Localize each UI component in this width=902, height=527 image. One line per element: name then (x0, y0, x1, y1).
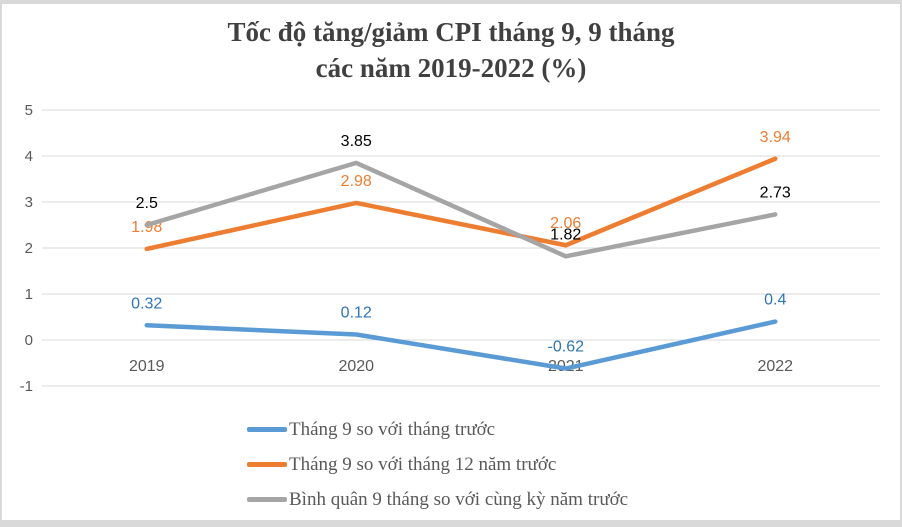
legend-item-thang9-so-thang-truoc: Tháng 9 so với tháng trước (247, 412, 628, 447)
data-label: 0.32 (131, 295, 162, 312)
legend-line-swatch-gray (247, 497, 287, 502)
y-axis-tick-label: 2 (25, 240, 33, 257)
y-axis-tick-label: -1 (20, 378, 33, 395)
legend-item-thang9-so-thang12: Tháng 9 so với tháng 12 năm trước (247, 447, 628, 482)
chart-title-line1: Tốc độ tăng/giảm CPI tháng 9, 9 tháng (227, 17, 675, 47)
data-label: 3.85 (341, 133, 372, 150)
data-label: 2.06 (550, 215, 581, 232)
y-axis-tick-label: 0 (25, 332, 33, 349)
legend-label: Tháng 9 so với tháng 12 năm trước (289, 453, 557, 475)
legend-label: Bình quân 9 tháng so với cùng kỳ năm trư… (289, 488, 629, 510)
data-label: -0.62 (548, 339, 585, 356)
legend-item-binh-quan-9-thang: Bình quân 9 tháng so với cùng kỳ năm trư… (247, 482, 628, 517)
series-line-1 (144, 319, 778, 371)
series-line-3 (144, 160, 778, 259)
y-axis-tick-label: 5 (25, 102, 33, 119)
window-left-edge (0, 0, 2, 527)
data-label: 0.4 (764, 292, 786, 309)
series-line-2 (144, 156, 778, 252)
legend-label: Tháng 9 so với tháng trước (289, 418, 496, 440)
y-axis-tick-label: 3 (25, 194, 33, 211)
data-label: 2.5 (136, 195, 158, 212)
window-bottom-edge (0, 520, 902, 527)
legend-line-swatch-orange (247, 462, 287, 467)
x-axis-category-label: 2022 (757, 358, 793, 375)
data-label: 3.94 (760, 129, 791, 146)
x-axis-category-label: 2020 (338, 358, 374, 375)
data-label: 0.12 (341, 304, 372, 321)
chart-title-line2: các năm 2019-2022 (%) (315, 53, 587, 83)
data-label: 2.98 (341, 173, 372, 190)
x-axis-category-label: 2019 (129, 358, 165, 375)
window-top-edge (0, 0, 902, 4)
window-right-edge (900, 0, 902, 527)
y-axis-tick-label: 1 (25, 286, 33, 303)
data-label: 2.73 (760, 184, 791, 201)
chart-title: Tốc độ tăng/giảm CPI tháng 9, 9 tháng cá… (0, 14, 902, 86)
legend-line-swatch-blue (247, 427, 287, 432)
chart-legend: Tháng 9 so với tháng trước Tháng 9 so vớ… (247, 412, 628, 517)
data-label: 1.82 (550, 226, 581, 243)
y-axis-tick-label: 4 (25, 148, 33, 165)
